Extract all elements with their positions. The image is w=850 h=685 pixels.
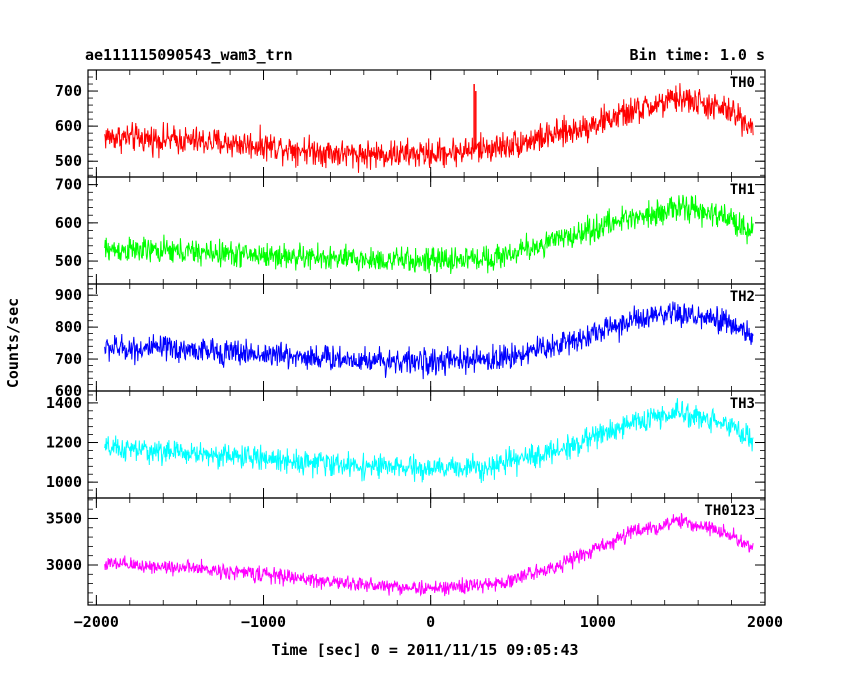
y-tick-label: 700 [55,82,82,100]
y-tick-label: 500 [55,252,82,270]
panel-th3: 1000 1200 1400 TH3 [46,390,766,499]
y-tick-label: 1400 [46,394,82,412]
x-tick-label: −2000 [74,613,119,631]
panel-label: TH3 [730,396,755,412]
y-tick-label: 800 [55,318,82,336]
panel-frame [87,69,766,178]
series-line-th0123 [104,512,754,597]
y-tick-label: 3000 [46,556,82,574]
y-tick-label: 600 [55,382,82,400]
panel-label: TH2 [730,289,755,305]
panel-label: TH0 [730,75,755,91]
panel-th0123: 3000 3500 TH0123 [46,497,766,606]
panel-frame [87,176,766,285]
panel-label: TH1 [730,182,755,198]
panel-frame [87,390,766,499]
y-tick-label: 1000 [46,473,82,491]
y-axis-label: Counts/sec [4,298,22,388]
x-tick-label: 1000 [580,613,616,631]
panel-th2: 600 700 800 900 TH2 [55,283,766,400]
panel-label: TH0123 [704,503,755,519]
panel-th0: 500 600 700 TH0 [55,69,766,178]
x-axis-label: Time [sec] 0 = 2011/11/15 09:05:43 [271,641,578,659]
x-tick-label: 0 [426,613,435,631]
series-line-th1 [104,194,754,275]
panel-frame [87,497,766,606]
x-tick-label: −1000 [241,613,286,631]
x-tick-label: 2000 [747,613,783,631]
y-tick-label: 700 [55,350,82,368]
series-line-th3 [104,398,754,484]
y-tick-label: 1200 [46,434,82,452]
chart-subtitle: Bin time: 1.0 s [630,46,765,64]
series-line-th0 [104,83,754,173]
panel-frame [87,283,766,392]
panel-th1: 500 600 700 TH1 [55,176,766,285]
y-tick-label: 3500 [46,509,82,527]
y-tick-label: 500 [55,152,82,170]
y-tick-label: 600 [55,214,82,232]
y-tick-label: 900 [55,286,82,304]
panels: 500 600 700 TH0 500 600 700 TH1 600 700 800 900 TH2 1… [46,69,783,631]
y-tick-label: 600 [55,117,82,135]
y-tick-label: 700 [55,176,82,194]
chart-title: ae111115090543_wam3_trn [85,46,293,64]
series-line-th2 [104,301,754,380]
